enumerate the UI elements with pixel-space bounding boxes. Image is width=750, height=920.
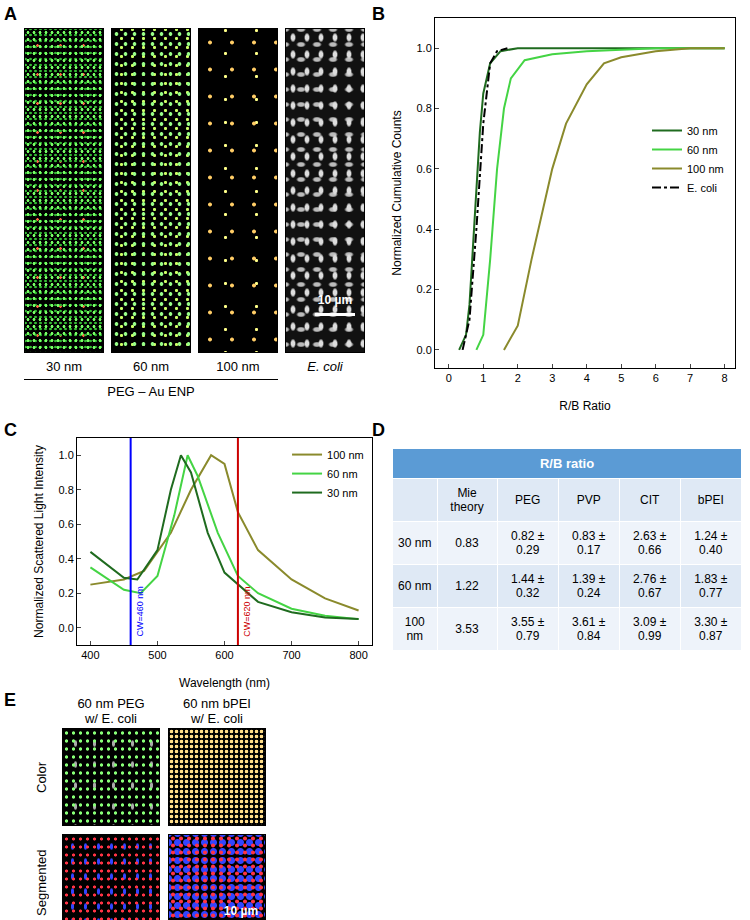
svg-text:0: 0 — [446, 372, 452, 384]
html-text:0.83 ± 0.17: 0.83 ± 0.17 — [572, 529, 606, 557]
svg-text:4: 4 — [584, 372, 590, 384]
svg-text:7: 7 — [687, 372, 693, 384]
html-text:PVP: PVP — [576, 493, 601, 507]
svg-text:CW=620 nm: CW=620 nm — [242, 586, 252, 636]
svg-text:0.8: 0.8 — [417, 102, 432, 114]
svg-text:0.8: 0.8 — [59, 484, 74, 496]
html-text:3.61 ± 0.84: 3.61 ± 0.84 — [572, 615, 606, 643]
html-text:60 nm bPEI: 60 nm bPEI — [183, 696, 251, 711]
svg-text:Normalized Scattered Light Int: Normalized Scattered Light Intensity — [32, 445, 46, 638]
html-text:PEG: PEG — [515, 493, 541, 507]
html-text:1.39 ± 0.24: 1.39 ± 0.24 — [572, 572, 606, 600]
svg-text:0.6: 0.6 — [417, 163, 432, 175]
html-text:60 nm: 60 nm — [398, 579, 432, 593]
svg-text:Normalized Cumulative Counts: Normalized Cumulative Counts — [390, 110, 404, 275]
svg-text:0.4: 0.4 — [417, 223, 432, 235]
svg-text:100 nm: 100 nm — [687, 163, 724, 175]
html-text:R/B ratio: R/B ratio — [539, 456, 595, 471]
html-text:1.44 ± 0.32: 1.44 ± 0.32 — [511, 572, 545, 600]
svg-text:0.2: 0.2 — [59, 587, 74, 599]
svg-text:0.0: 0.0 — [417, 344, 432, 356]
svg-text:2: 2 — [515, 372, 521, 384]
html-text:w/ E. coli: w/ E. coli — [85, 711, 137, 726]
html-text:100 nm: 100 nm — [404, 615, 425, 643]
html-text:Segmented: Segmented — [34, 849, 49, 917]
html-text:D: D — [372, 420, 385, 440]
html-text:3.55 ± 0.79: 3.55 ± 0.79 — [511, 615, 545, 643]
html-text:10 µm: 10 µm — [317, 293, 353, 307]
svg-text:100 nm: 100 nm — [327, 449, 364, 461]
svg-text:30 nm: 30 nm — [327, 487, 358, 499]
html-text:10 µm: 10 µm — [223, 904, 259, 918]
svg-text:3: 3 — [549, 372, 555, 384]
html-text:w/ E. coli: w/ E. coli — [191, 711, 243, 726]
html-text:30 nm: 30 nm — [398, 536, 432, 550]
html-text:60 nm PEG: 60 nm PEG — [77, 696, 145, 711]
html-text:2.76 ± 0.67: 2.76 ± 0.67 — [633, 572, 667, 600]
svg-text:R/B Ratio: R/B Ratio — [559, 399, 611, 413]
html-text:E. coli: E. coli — [307, 359, 343, 374]
html-text:1.83 ± 0.77: 1.83 ± 0.77 — [694, 572, 728, 600]
html-text:1.24 ± 0.40: 1.24 ± 0.40 — [694, 529, 728, 557]
svg-text:30 nm: 30 nm — [687, 125, 718, 137]
svg-text:800: 800 — [349, 649, 367, 661]
svg-text:E. coli: E. coli — [687, 182, 717, 194]
svg-text:500: 500 — [148, 649, 166, 661]
html-text:3.30 ± 0.87: 3.30 ± 0.87 — [694, 615, 728, 643]
svg-text:Wavelength (nm): Wavelength (nm) — [179, 676, 270, 690]
svg-text:0.4: 0.4 — [59, 553, 74, 565]
svg-text:1.0: 1.0 — [417, 42, 432, 54]
svg-text:60 nm: 60 nm — [687, 144, 718, 156]
svg-text:400: 400 — [81, 649, 99, 661]
svg-text:60 nm: 60 nm — [327, 468, 358, 480]
svg-text:1: 1 — [480, 372, 486, 384]
svg-text:1.0: 1.0 — [59, 449, 74, 461]
html-text:Mie theory: Mie theory — [450, 486, 484, 514]
svg-text:6: 6 — [653, 372, 659, 384]
html-text:3.53: 3.53 — [455, 622, 479, 636]
svg-text:700: 700 — [282, 649, 300, 661]
html-text:PEG – Au ENP: PEG – Au ENP — [107, 384, 195, 399]
html-text:3.09 ± 0.99: 3.09 ± 0.99 — [633, 615, 667, 643]
svg-text:8: 8 — [722, 372, 728, 384]
html-text:100 nm: 100 nm — [216, 359, 260, 374]
svg-text:0.0: 0.0 — [59, 622, 74, 634]
html-text:bPEI: bPEI — [697, 493, 724, 507]
html-text:60 nm: 60 nm — [132, 359, 170, 374]
svg-text:5: 5 — [618, 372, 624, 384]
svg-text:0.2: 0.2 — [417, 283, 432, 295]
svg-text:0.6: 0.6 — [59, 518, 74, 530]
html-text:B: B — [372, 4, 385, 24]
html-text:C: C — [4, 420, 17, 440]
svg-text:600: 600 — [215, 649, 233, 661]
html-text:1.22: 1.22 — [455, 579, 479, 593]
html-text:0.83: 0.83 — [455, 536, 479, 550]
html-text:A: A — [4, 4, 17, 24]
html-text:Color: Color — [34, 761, 49, 793]
html-text:0.82 ± 0.29: 0.82 ± 0.29 — [511, 529, 545, 557]
html-text:30 nm: 30 nm — [45, 359, 83, 374]
html-text:CIT: CIT — [640, 493, 660, 507]
html-text:E: E — [4, 690, 16, 710]
html-text:2.63 ± 0.66: 2.63 ± 0.66 — [633, 529, 667, 557]
svg-text:CW=460 nm: CW=460 nm — [135, 586, 145, 636]
